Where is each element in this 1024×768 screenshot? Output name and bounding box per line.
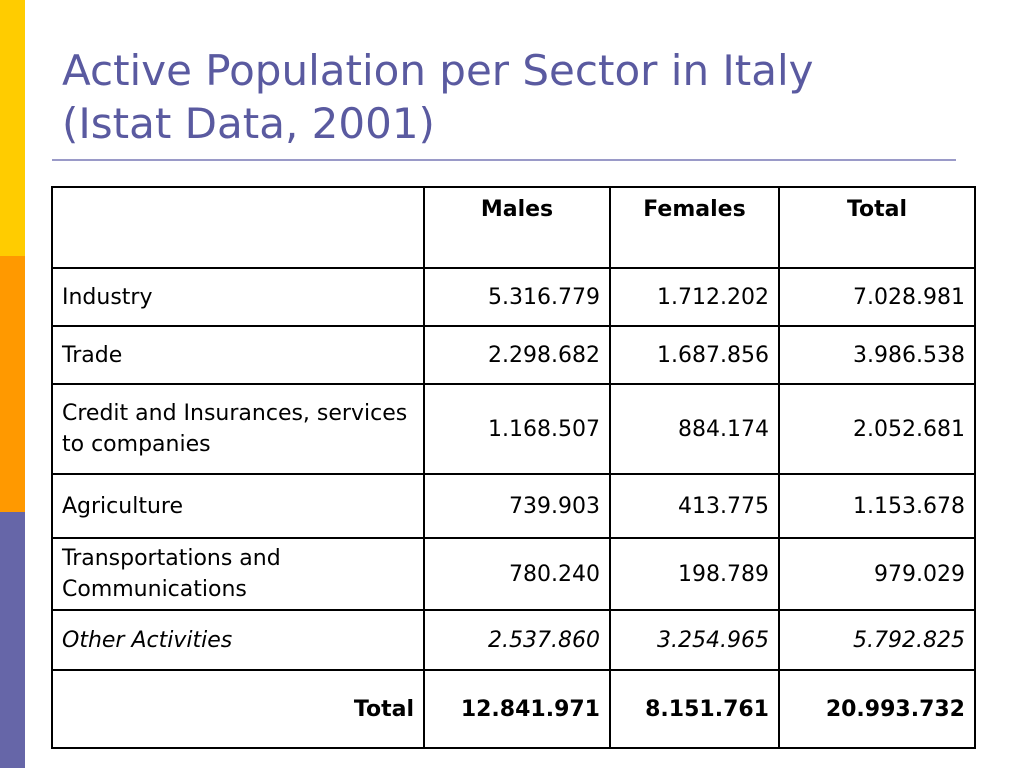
table-row: Credit and Insurances, services to compa… [51,383,976,475]
cell-sector: Credit and Insurances, services to compa… [51,383,425,475]
accent-bar-orange [0,256,25,512]
header-total: Total [778,186,976,269]
slide-title-line-1: Active Population per Sector in Italy [62,46,814,95]
cell-females: 413.775 [609,473,780,539]
table-row: Trade 2.298.682 1.687.856 3.986.538 [51,325,976,385]
table-row: Agriculture 739.903 413.775 1.153.678 [51,473,976,539]
cell-females: 1.687.856 [609,325,780,385]
cell-sector: Industry [51,267,425,327]
cell-sector: Transportations and Communications [51,537,425,611]
cell-males: 2.298.682 [423,325,611,385]
cell-males: 739.903 [423,473,611,539]
cell-females: 884.174 [609,383,780,475]
title-divider [52,159,956,161]
slide-title-line-2: (Istat Data, 2001) [62,99,435,148]
cell-sector: Agriculture [51,473,425,539]
cell-sector: Other Activities [51,609,425,671]
cell-females: 1.712.202 [609,267,780,327]
cell-sector: Trade [51,325,425,385]
cell-total: 979.029 [778,537,976,611]
cell-total-label: Total [51,669,425,749]
cell-total-females: 8.151.761 [609,669,780,749]
cell-males: 1.168.507 [423,383,611,475]
cell-females: 3.254.965 [609,609,780,671]
cell-total: 7.028.981 [778,267,976,327]
accent-bar-purple [0,512,25,768]
cell-total-males: 12.841.971 [423,669,611,749]
header-sector [51,186,425,269]
cell-total: 2.052.681 [778,383,976,475]
cell-grand-total: 20.993.732 [778,669,976,749]
cell-females: 198.789 [609,537,780,611]
table-row: Transportations and Communications 780.2… [51,537,976,611]
accent-bar-yellow [0,0,25,256]
table-row: Other Activities 2.537.860 3.254.965 5.7… [51,609,976,671]
slide-title: Active Population per Sector in Italy (I… [62,44,962,150]
cell-total: 5.792.825 [778,609,976,671]
table-header-row: Males Females Total [51,186,976,269]
header-males: Males [423,186,611,269]
population-table: Males Females Total Industry 5.316.779 1… [51,186,976,749]
cell-males: 5.316.779 [423,267,611,327]
table-row: Industry 5.316.779 1.712.202 7.028.981 [51,267,976,327]
header-females: Females [609,186,780,269]
cell-males: 2.537.860 [423,609,611,671]
table-total-row: Total 12.841.971 8.151.761 20.993.732 [51,669,976,749]
cell-total: 1.153.678 [778,473,976,539]
cell-total: 3.986.538 [778,325,976,385]
cell-males: 780.240 [423,537,611,611]
